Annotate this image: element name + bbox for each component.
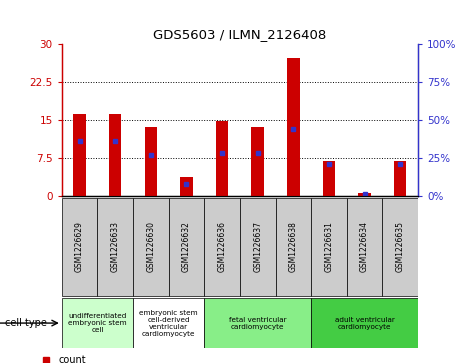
Bar <box>216 121 228 196</box>
Bar <box>144 127 157 196</box>
Bar <box>109 114 122 196</box>
Text: embryonic stem
cell-derived
ventricular
cardiomyocyte: embryonic stem cell-derived ventricular … <box>139 310 198 337</box>
Text: cell type: cell type <box>5 318 47 328</box>
Text: GSM1226637: GSM1226637 <box>253 221 262 272</box>
Bar <box>347 198 382 295</box>
Bar <box>394 162 407 196</box>
Text: fetal ventricular
cardiomyocyte: fetal ventricular cardiomyocyte <box>229 317 286 330</box>
Bar <box>276 198 311 295</box>
Bar <box>73 114 86 196</box>
Title: GDS5603 / ILMN_2126408: GDS5603 / ILMN_2126408 <box>153 28 326 41</box>
Text: GSM1226638: GSM1226638 <box>289 221 298 272</box>
Bar <box>251 127 264 196</box>
Text: GSM1226634: GSM1226634 <box>360 221 369 272</box>
Text: GSM1226633: GSM1226633 <box>111 221 120 272</box>
Text: adult ventricular
cardiomyocyte: adult ventricular cardiomyocyte <box>334 317 395 330</box>
Bar <box>62 298 133 348</box>
Bar <box>204 298 311 348</box>
Bar <box>169 198 204 295</box>
Bar <box>133 298 204 348</box>
Text: GSM1226631: GSM1226631 <box>324 221 333 272</box>
Text: GSM1226630: GSM1226630 <box>146 221 155 272</box>
Text: count: count <box>59 355 86 363</box>
Text: GSM1226629: GSM1226629 <box>75 221 84 272</box>
Bar <box>311 298 418 348</box>
Bar <box>323 162 335 196</box>
Bar <box>180 177 193 196</box>
Bar <box>311 198 347 295</box>
Bar <box>240 198 276 295</box>
Bar <box>287 58 300 196</box>
Bar <box>62 198 97 295</box>
Bar <box>382 198 418 295</box>
Bar <box>97 198 133 295</box>
Text: GSM1226632: GSM1226632 <box>182 221 191 272</box>
Text: GSM1226636: GSM1226636 <box>218 221 227 272</box>
Text: GSM1226635: GSM1226635 <box>396 221 405 272</box>
Bar <box>133 198 169 295</box>
Text: undifferentiated
embryonic stem
cell: undifferentiated embryonic stem cell <box>68 313 127 333</box>
Bar <box>358 193 371 196</box>
Bar <box>204 198 240 295</box>
